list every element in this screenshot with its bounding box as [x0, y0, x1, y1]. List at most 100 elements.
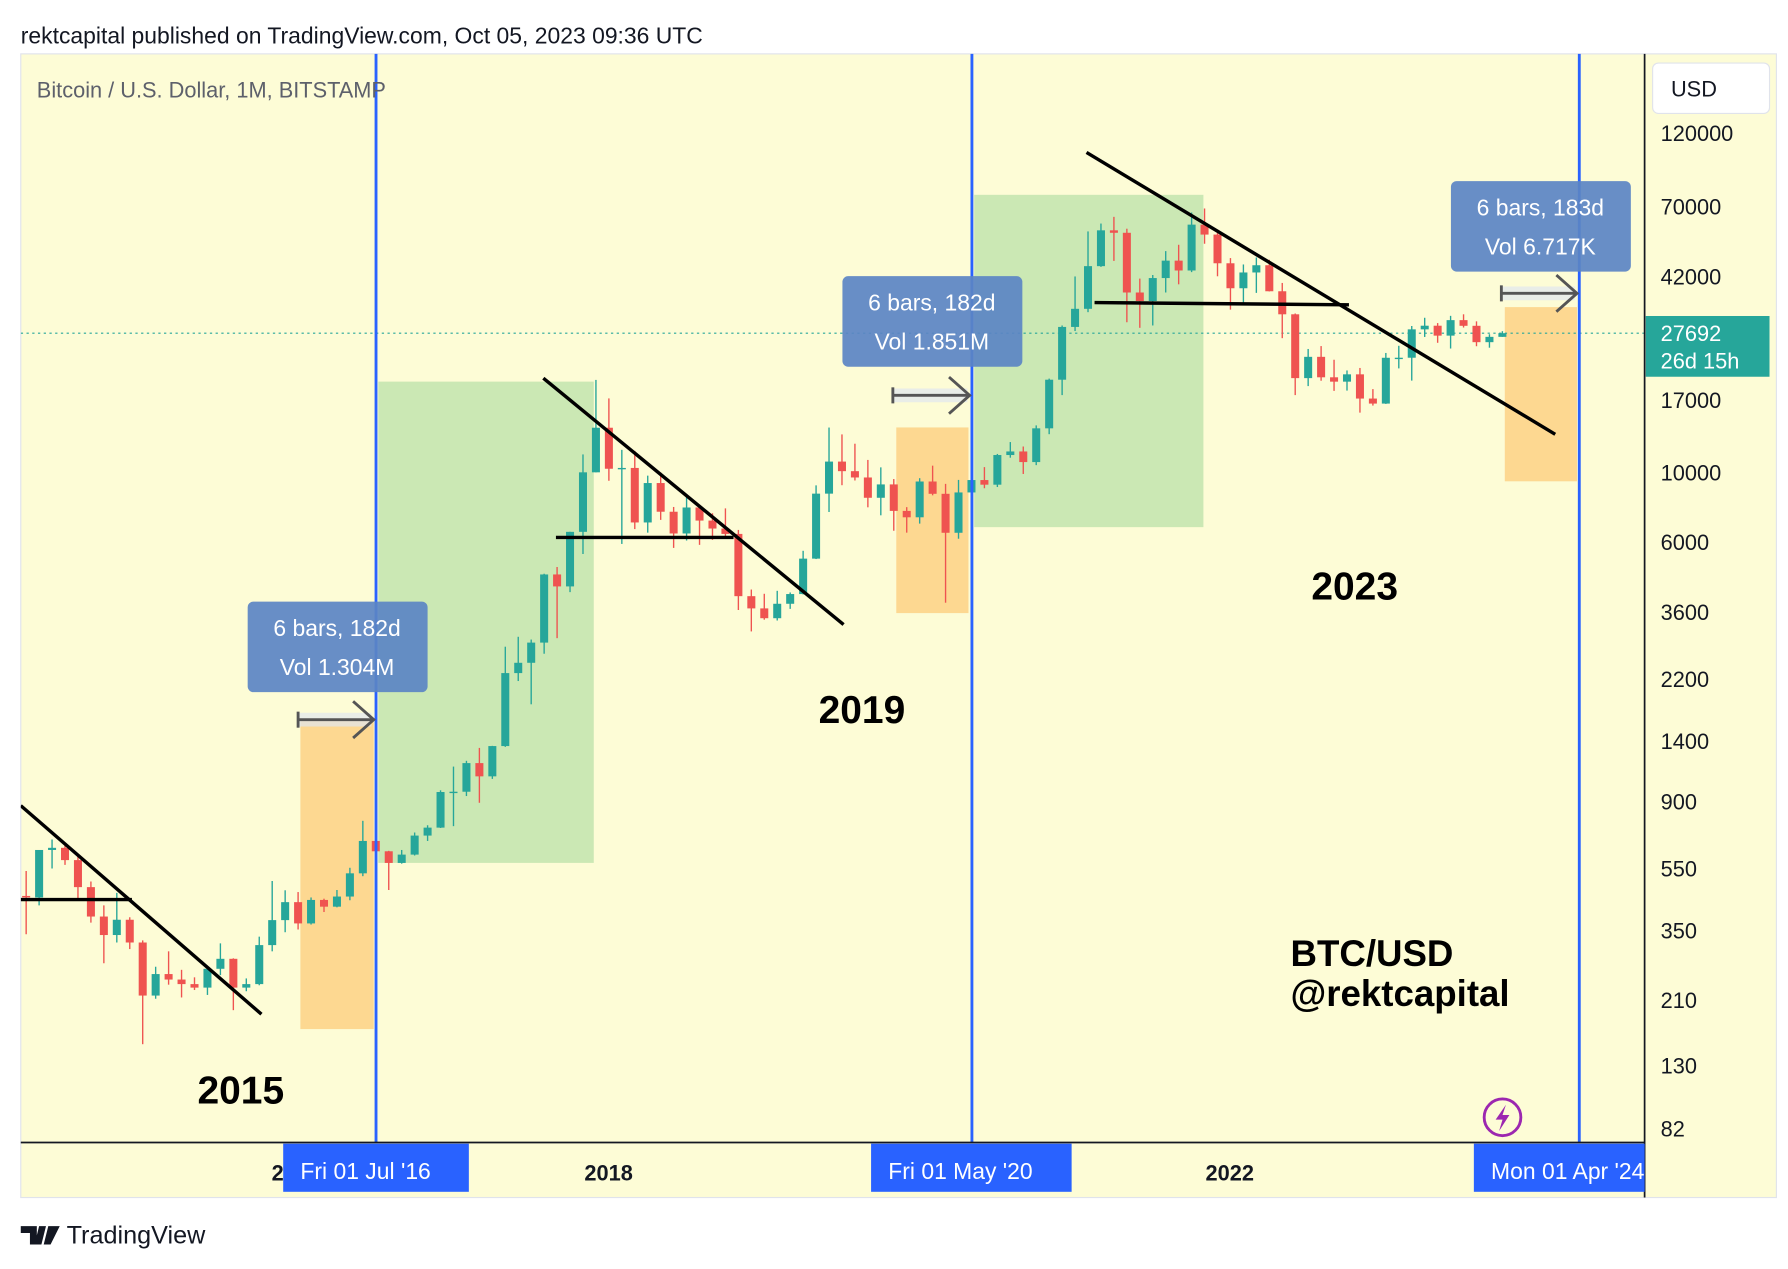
candle-body: [902, 510, 911, 518]
candle-body: [1135, 292, 1144, 302]
candle-body: [1032, 428, 1041, 463]
measure-box: [842, 276, 1023, 367]
measure-vol: Vol 6.717K: [1485, 233, 1597, 259]
candle-body: [319, 899, 329, 907]
candle-body: [1433, 325, 1442, 336]
candle-body: [1355, 374, 1364, 399]
candle-body: [423, 827, 432, 836]
candle-body: [1213, 234, 1222, 264]
candle-body: [1200, 224, 1209, 235]
candle-body: [488, 746, 497, 777]
candle-body: [436, 792, 445, 828]
candle-body: [1226, 263, 1235, 289]
candle-body: [993, 455, 1002, 485]
candle-body: [22, 895, 31, 898]
trend-line: [1094, 300, 1349, 307]
candle-body: [540, 574, 549, 643]
tradingview-logo: TradingView: [20, 1221, 206, 1249]
measure-vol: Vol 1.851M: [875, 329, 990, 355]
trend-line: [542, 376, 845, 626]
candle-body: [268, 920, 277, 946]
candle-body: [358, 840, 367, 874]
measure-vol: Vol 1.304M: [280, 654, 395, 680]
annotation: @rektcapital: [1291, 973, 1510, 1014]
candle-body: [747, 596, 756, 609]
measure-bars: 6 bars, 182d: [868, 290, 995, 316]
candle-body: [1252, 265, 1261, 273]
candle-body: [1498, 333, 1507, 337]
candle-body: [410, 835, 419, 855]
annotation: 2023: [1311, 565, 1398, 608]
plot-area: [20, 150, 1645, 1045]
last-price-badge: [1645, 315, 1770, 377]
candle-body: [863, 477, 872, 498]
candle-body: [281, 902, 290, 921]
candle-body: [1368, 398, 1377, 404]
measure-box: [1450, 181, 1631, 272]
candle-body: [229, 958, 238, 988]
candle-body: [721, 528, 730, 534]
candle-body: [928, 481, 937, 494]
candle-body: [1394, 357, 1403, 360]
y-tick-label: 82: [1661, 1117, 1685, 1142]
candle-body: [1420, 325, 1429, 330]
candle-body: [643, 483, 652, 523]
candle-body: [578, 472, 587, 532]
candle-body: [138, 942, 147, 996]
date-marker-badge: [871, 1143, 1072, 1192]
date-marker-badge: [1473, 1143, 1645, 1192]
x-tick-label: 2018: [584, 1160, 632, 1185]
candle-body: [825, 461, 834, 494]
candle-body: [566, 531, 575, 587]
last-price-label: 27692: [1661, 321, 1722, 346]
y-tick-label: 210: [1661, 988, 1697, 1013]
overlay: 6 bars, 182d Vol 1.304M 6 bars, 182d Vol 1.…: [197, 53, 1631, 1143]
y-tick-label: 2200: [1661, 667, 1709, 692]
candle-body: [734, 533, 743, 597]
symbol-title: Bitcoin / U.S. Dollar, 1M, BITSTAMP: [37, 77, 386, 102]
candle-body: [812, 493, 821, 559]
candle-body: [1291, 314, 1300, 379]
trend-line: [20, 804, 263, 1016]
candle-body: [151, 974, 160, 996]
y-tick-label: 350: [1661, 918, 1697, 943]
logo-text: TradingView: [67, 1221, 206, 1249]
candle-body: [1071, 308, 1080, 327]
date-marker-badge: [283, 1143, 469, 1192]
countdown-label: 26d 15h: [1661, 349, 1740, 374]
candle-body: [1485, 336, 1494, 343]
candle-body: [1096, 230, 1105, 267]
candle-body: [889, 484, 898, 511]
currency-label: USD: [1671, 76, 1717, 101]
y-tick-label: 3600: [1661, 600, 1709, 625]
publish-header: rektcapital published on TradingView.com…: [21, 23, 703, 49]
measure-arrow: [352, 700, 376, 740]
candle-body: [86, 887, 95, 917]
candle-body: [1446, 320, 1455, 336]
measure-bars: 6 bars, 182d: [273, 615, 400, 641]
lightning-icon[interactable]: [1482, 1097, 1523, 1138]
candle-body: [501, 673, 510, 747]
candle-body: [630, 467, 639, 523]
candle-body: [216, 958, 225, 969]
currency-button[interactable]: [1652, 62, 1771, 115]
date-marker-label: Fri 01 Jul '16: [300, 1158, 430, 1184]
measure-box: [247, 601, 428, 693]
candle-body: [1084, 266, 1093, 309]
candle-body: [980, 480, 989, 485]
candle-body: [345, 873, 354, 897]
annotation: 2015: [197, 1070, 284, 1113]
candle-body: [1122, 232, 1131, 293]
candle-body: [1148, 278, 1157, 302]
candle-body: [1161, 260, 1170, 279]
candle-body: [604, 427, 613, 469]
candle-body: [384, 851, 393, 863]
logo-mark: [20, 1226, 60, 1245]
candle-body: [1330, 377, 1339, 382]
candle-body: [99, 916, 108, 936]
candle-body: [941, 493, 950, 533]
measure-bars: 6 bars, 183d: [1477, 194, 1604, 220]
candle-body: [1239, 272, 1248, 289]
